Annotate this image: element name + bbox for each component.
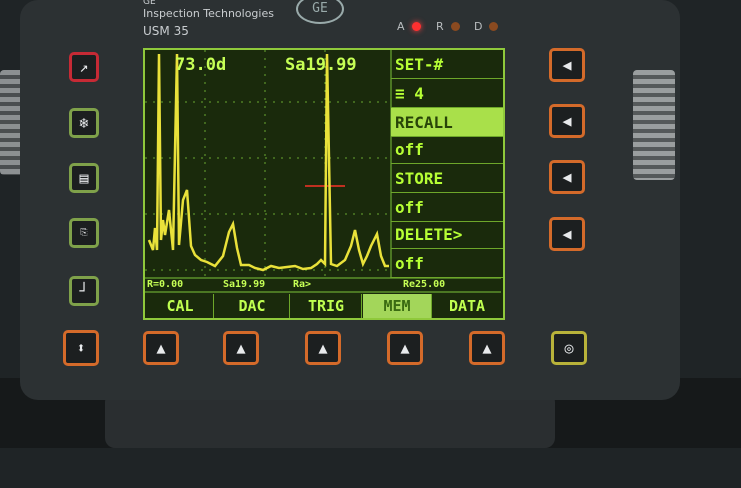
led-label-r: R — [436, 20, 444, 33]
menu-item-recall: RECALL — [391, 108, 503, 137]
copy-icon: ⎘ — [80, 227, 88, 238]
menu-title-value: ≡ 4 — [391, 79, 503, 108]
ge-logo: GE — [296, 0, 344, 24]
tab-key-5[interactable]: ▲ — [469, 331, 505, 365]
menu-title: SET-# — [391, 50, 503, 79]
status-range: Re25.00 — [403, 279, 446, 290]
display-icon: ▤ — [79, 168, 89, 187]
readout-left: 73.0d — [175, 55, 227, 75]
corner-icon: ┘ — [79, 281, 89, 300]
brand-company: GE — [143, 0, 156, 7]
display-screen: 73.0d Sa19.99 SET-# ≡ 4 RECALL off STORE… — [143, 48, 505, 320]
waveform — [147, 53, 389, 272]
menu-item-store-value: off — [391, 193, 503, 222]
status-sa: Sa19.99 — [223, 279, 266, 290]
led-r — [451, 22, 460, 31]
tab-dac: DAC — [215, 294, 290, 318]
led-d — [489, 22, 498, 31]
device-handle — [105, 392, 555, 448]
led-label-a: A — [397, 20, 405, 33]
menu-item-delete-value: off — [391, 249, 503, 278]
led-a — [412, 22, 421, 31]
left-arrow-icon: ◀ — [562, 55, 572, 74]
a-scan-plot — [145, 50, 501, 293]
up-arrow-icon: ▲ — [156, 338, 166, 357]
menu-key-3[interactable]: ◀ — [549, 160, 585, 194]
up-down-button[interactable]: ⬍ — [63, 330, 99, 366]
up-down-icon: ⬍ — [76, 338, 86, 357]
target-icon: ◎ — [564, 338, 574, 357]
brand-model: USM 35 — [143, 24, 189, 38]
display-mode-button[interactable]: ▤ — [69, 163, 99, 193]
up-arrow-icon: ▲ — [236, 338, 246, 357]
set-number: 4 — [414, 84, 424, 103]
tab-key-3[interactable]: ▲ — [305, 331, 341, 365]
up-arrow-icon: ▲ — [400, 338, 410, 357]
tab-mem: MEM — [363, 294, 432, 318]
menu-key-4[interactable]: ◀ — [549, 217, 585, 251]
readout-right: Sa19.99 — [285, 55, 357, 75]
menu-key-2[interactable]: ◀ — [549, 104, 585, 138]
menu-item-recall-value: off — [391, 135, 503, 164]
up-arrow-icon: ▲ — [318, 338, 328, 357]
gain-step-button[interactable]: ↗ — [69, 52, 99, 82]
brand-division: Inspection Technologies — [143, 7, 274, 20]
tab-key-4[interactable]: ▲ — [387, 331, 423, 365]
left-arrow-icon: ◀ — [562, 111, 572, 130]
tab-key-2[interactable]: ▲ — [223, 331, 259, 365]
menu-key-1[interactable]: ◀ — [549, 48, 585, 82]
power-button[interactable]: ◎ — [551, 331, 587, 365]
tab-key-1[interactable]: ▲ — [143, 331, 179, 365]
copy-button[interactable]: ⎘ — [69, 218, 99, 248]
tab-trig: TRIG — [291, 294, 362, 318]
freeze-button[interactable]: ❄ — [69, 108, 99, 138]
snowflake-icon: ❄ — [79, 113, 89, 132]
up-arrow-icon: ▲ — [482, 338, 492, 357]
left-arrow-icon: ◀ — [562, 224, 572, 243]
gain-step-icon: ↗ — [79, 57, 89, 76]
enter-button[interactable]: ┘ — [69, 276, 99, 306]
led-label-d: D — [474, 20, 483, 33]
left-arrow-icon: ◀ — [562, 167, 572, 186]
status-start: R=0.00 — [147, 279, 184, 290]
tab-cal: CAL — [147, 294, 214, 318]
menu-item-delete: DELETE> — [391, 220, 503, 249]
tab-data: DATA — [448, 297, 486, 315]
right-knob[interactable] — [633, 70, 675, 180]
status-ra: Ra> — [293, 279, 312, 290]
menu-item-store: STORE — [391, 164, 503, 193]
